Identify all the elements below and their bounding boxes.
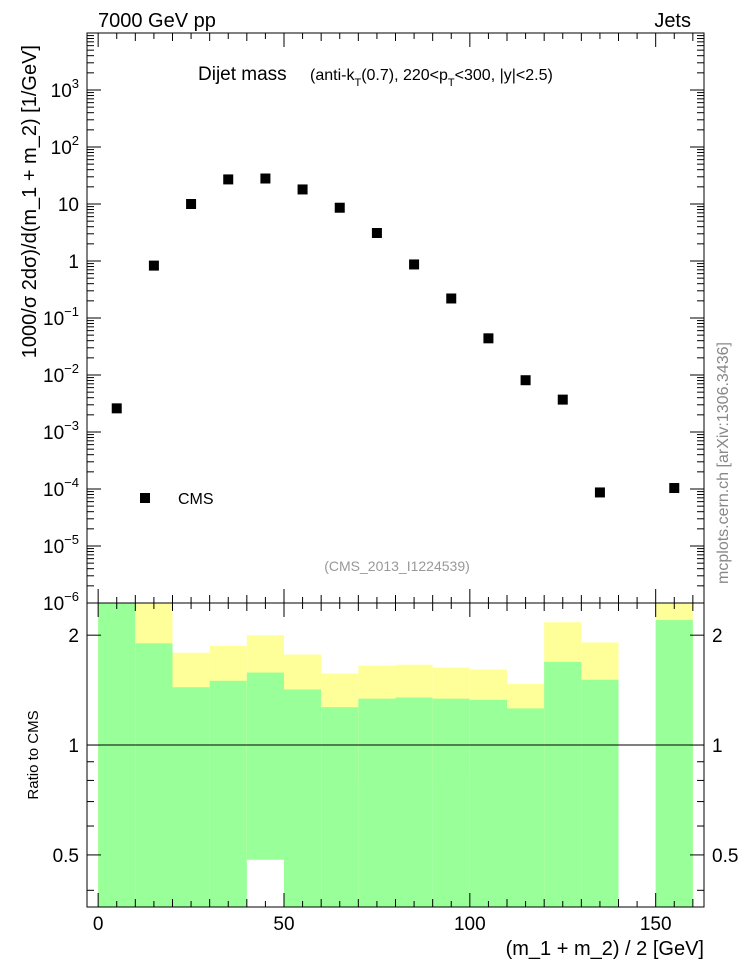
ratio-y-tick-label-left: 2 (68, 626, 79, 647)
ratio-band-inner (507, 708, 545, 907)
subtitle-part-2: (0.7), 220<p (361, 67, 448, 84)
main-y-tick-label: 1 (68, 252, 79, 273)
cms-data-point (483, 333, 494, 344)
ratio-band-inner (135, 643, 173, 907)
cms-data-point (334, 202, 345, 213)
ratio-y-tick-label-right: 1 (712, 736, 723, 757)
main-y-tick-label: 10−4 (43, 475, 79, 501)
ratio-band-inner (655, 620, 693, 907)
cms-data-point (111, 403, 122, 414)
ratio-band-inner (321, 707, 359, 907)
cms-data-point (297, 184, 308, 195)
ratio-band-inner (209, 680, 247, 907)
ratio-y-tick-label-right: 2 (712, 626, 723, 647)
main-y-tick-label: 10 (58, 195, 79, 216)
main-y-axis-label: 1000/σ 2dσ)/d(m_1 + m_2) [1/GeV] (19, 45, 41, 358)
header-right: Jets (654, 10, 691, 32)
ratio-y-tick-label-left: 1 (68, 736, 79, 757)
subtitle-part-1: (anti-k (310, 67, 355, 84)
subtitle-part-3: <300, |y|<2.5) (455, 67, 553, 84)
cms-data-point (148, 260, 159, 271)
legend-marker-cms (140, 493, 150, 503)
ratio-band-inner (98, 603, 136, 907)
ratio-band-inner (432, 698, 470, 907)
main-plot: 10−6 10−5 10−4 10−3 10−2 10−1 1 10 102 103 (43, 32, 705, 615)
cms-data-point (223, 174, 234, 185)
main-y-tick-label: 10−2 (43, 361, 79, 387)
cms-data-point (669, 483, 680, 494)
side-credit-label: mcplots.cern.ch [arXiv:1306.3436] (715, 342, 732, 584)
x-tick-label: 50 (273, 914, 294, 935)
cms-data-point (446, 293, 457, 304)
header-left: 7000 GeV pp (98, 10, 216, 32)
ratio-band-inner (172, 687, 210, 907)
ratio-band-inner (358, 698, 396, 907)
main-y-tick-label: 10−6 (43, 589, 79, 615)
cms-data-point (260, 173, 271, 184)
main-y-tick-label: 10−1 (43, 304, 79, 330)
ratio-band-inner (469, 699, 508, 907)
x-tick-label: 0 (93, 914, 104, 935)
x-axis-label: (m_1 + m_2) / 2 [GeV] (506, 938, 704, 960)
cms-data-point (371, 227, 382, 238)
cms-data-point (557, 394, 568, 405)
chart-subtitle: (anti-kT(0.7), 220<pT<300, |y|<2.5) (310, 67, 553, 89)
ratio-plot: 0.5 0.5 1 1 2 2 0 50 100 150 (53, 602, 738, 935)
subtitle-sub-1: T (354, 77, 361, 89)
ratio-y-axis-label: Ratio to CMS (25, 710, 42, 799)
main-y-tick-label: 10−3 (43, 418, 79, 444)
subtitle-sub-2: T (448, 77, 455, 89)
legend-label-cms: CMS (178, 491, 214, 508)
main-plot-frame (86, 32, 705, 604)
ratio-y-tick-label-left: 0.5 (53, 846, 79, 867)
main-y-tick-label: 10−5 (43, 532, 79, 558)
cms-data-point (186, 199, 197, 209)
ratio-band-inner (283, 689, 322, 907)
main-y-tick-label: 103 (51, 76, 79, 102)
x-tick-label: 150 (640, 914, 672, 935)
cms-data-point (409, 259, 420, 270)
analysis-watermark: (CMS_2013_I1224539) (324, 558, 470, 574)
ratio-band-inner (581, 679, 619, 907)
cms-data-point (520, 375, 531, 386)
ratio-y-tick-label-right: 0.5 (712, 846, 738, 867)
ratio-band-inner (246, 672, 284, 860)
main-y-tick-label: 102 (51, 133, 79, 159)
ratio-band-inner (544, 661, 582, 907)
chart-title: Dijet mass (198, 64, 287, 85)
x-tick-label: 100 (454, 914, 486, 935)
cms-data-point (594, 487, 605, 498)
ratio-band-inner (395, 697, 433, 907)
